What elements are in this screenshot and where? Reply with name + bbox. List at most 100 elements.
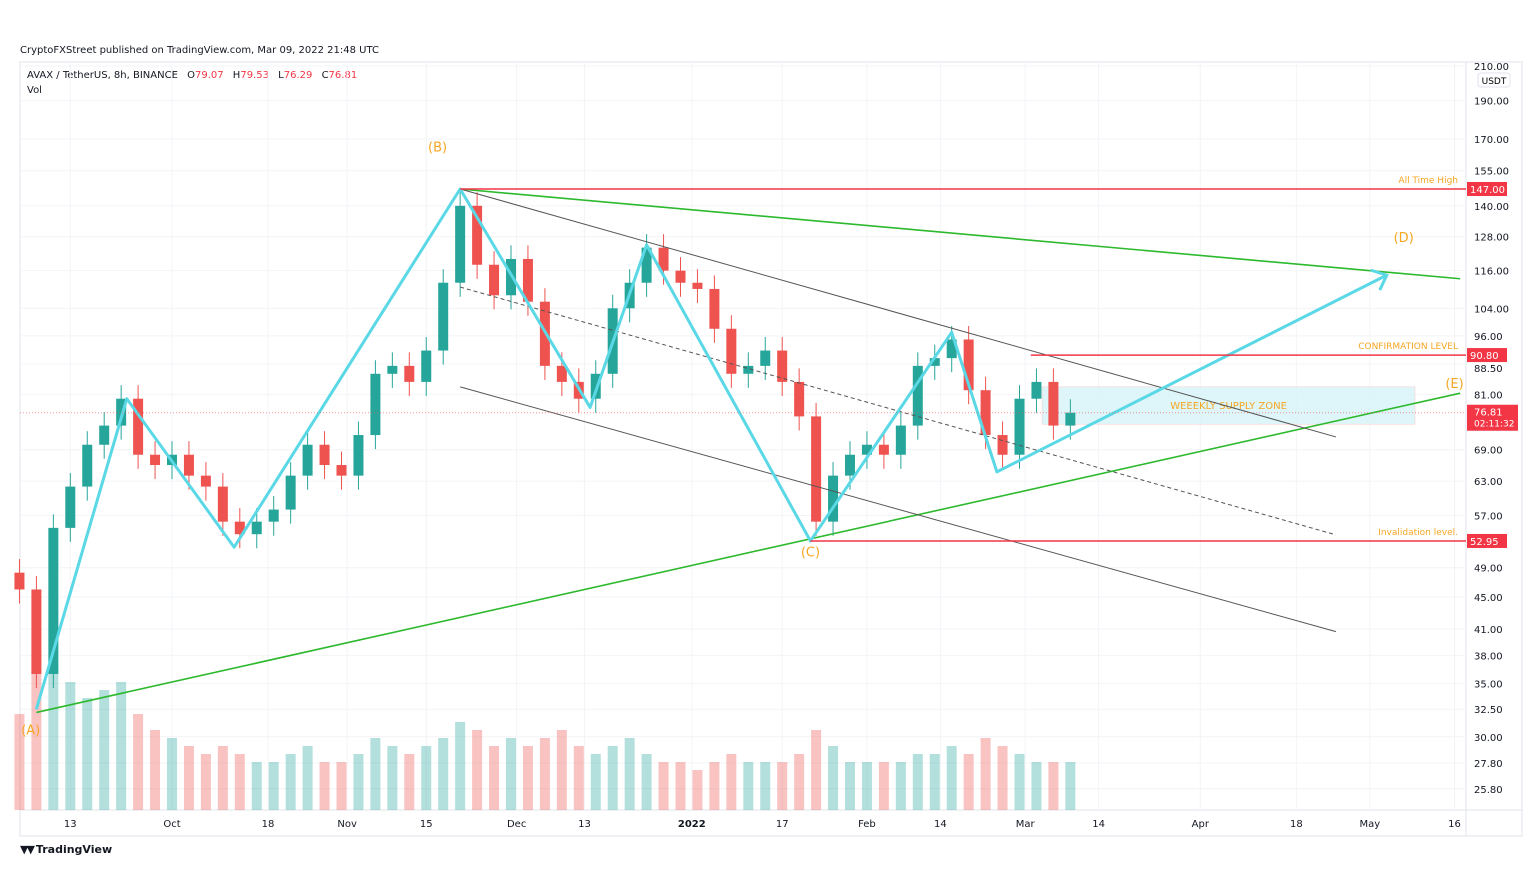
confirmation-level-tag xyxy=(1467,348,1507,363)
y-tick-label: 45.00 xyxy=(1474,593,1503,604)
volume-bar xyxy=(200,754,211,810)
volume-bar xyxy=(116,682,127,810)
triangle-lower-line xyxy=(36,392,1461,714)
volume-bar xyxy=(438,738,449,810)
volume-bar xyxy=(336,762,347,810)
volume-bar xyxy=(455,722,466,810)
x-tick-label: 15 xyxy=(420,819,433,830)
y-tick-label: 30.00 xyxy=(1474,733,1503,744)
candle xyxy=(200,475,211,487)
candle xyxy=(641,247,652,283)
elliott-wave-path xyxy=(34,187,1388,710)
candle xyxy=(234,521,245,535)
y-tick-label: 35.00 xyxy=(1474,680,1503,691)
x-tick-label: 18 xyxy=(262,819,275,830)
candle xyxy=(845,454,855,476)
open-value: 79.07 xyxy=(194,70,224,81)
y-tick-label: 128.00 xyxy=(1474,233,1509,244)
volume-bar xyxy=(811,730,822,810)
invalidation-level-tag-value: 52.95 xyxy=(1470,537,1499,548)
candle xyxy=(828,475,839,522)
volume-bar xyxy=(285,754,296,810)
x-tick-label: Mar xyxy=(1016,819,1036,830)
tradingview-logo[interactable]: ▼▼ TradingView xyxy=(20,843,112,856)
candle xyxy=(878,444,889,455)
volume-bar xyxy=(319,762,330,810)
candle xyxy=(455,205,466,283)
volume-bar xyxy=(506,738,516,810)
chart-frame xyxy=(19,61,1523,837)
volume-bar xyxy=(1031,762,1042,810)
x-tick-label: 17 xyxy=(776,819,789,830)
volume-bar xyxy=(1065,762,1076,810)
volume-bar xyxy=(963,754,974,810)
volume-bar xyxy=(828,746,839,810)
volume-bar xyxy=(692,770,703,810)
y-tick-label: 190.00 xyxy=(1474,97,1509,108)
candle xyxy=(421,350,432,382)
y-tick-label: 57.00 xyxy=(1474,512,1503,523)
volume-bar xyxy=(912,754,923,810)
invalidation-level-tag xyxy=(1467,533,1507,548)
volume-bar xyxy=(99,690,110,810)
volume-bar xyxy=(861,762,872,810)
candle xyxy=(912,365,923,426)
y-tick-label: 96.00 xyxy=(1474,332,1503,343)
symbol-title[interactable]: AVAX / TetherUS, 8h, BINANCE xyxy=(27,70,178,81)
volume-legend[interactable]: Vol xyxy=(27,85,42,96)
close-label: C xyxy=(321,70,329,81)
x-tick-label: May xyxy=(1359,819,1380,830)
x-tick-label: 2022 xyxy=(678,819,706,830)
x-tick-label: Dec xyxy=(507,819,526,830)
y-tick-label: 27.80 xyxy=(1474,759,1503,770)
candle xyxy=(116,398,127,426)
candle xyxy=(404,365,415,382)
x-tick-label: 18 xyxy=(1290,819,1303,830)
volume-bar xyxy=(48,666,59,810)
candle xyxy=(319,444,330,466)
candle xyxy=(1065,412,1076,426)
bar-countdown: 02:11:32 xyxy=(1474,420,1514,430)
x-tick-label: 16 xyxy=(1448,819,1461,830)
volume-bar xyxy=(607,746,618,810)
x-tick-label: 13 xyxy=(578,819,591,830)
candle xyxy=(14,572,25,590)
volume-bar xyxy=(556,730,567,810)
low-label: L xyxy=(278,70,284,81)
y-tick-label: 41.00 xyxy=(1474,625,1503,636)
volume-bar xyxy=(251,762,262,810)
candle xyxy=(794,381,805,417)
candle xyxy=(709,288,720,329)
x-tick-label: Feb xyxy=(858,819,876,830)
y-tick-label: 170.00 xyxy=(1474,135,1509,146)
currency-label[interactable]: USDT xyxy=(1482,77,1507,87)
high-label: H xyxy=(232,70,241,81)
candle xyxy=(336,465,347,476)
candle xyxy=(929,358,940,366)
y-tick-label: 25.80 xyxy=(1474,785,1503,796)
volume-bar xyxy=(929,754,940,810)
volume-bar xyxy=(302,746,313,810)
volume-bar xyxy=(1014,754,1025,810)
y-tick-label: 49.00 xyxy=(1474,564,1503,575)
y-tick-label: 32.50 xyxy=(1474,705,1503,716)
candle xyxy=(946,339,957,359)
volume-bar xyxy=(183,746,194,810)
y-tick-label: 69.00 xyxy=(1474,446,1503,457)
volume-bar xyxy=(353,754,364,810)
last-price-value: 76.81 xyxy=(1474,408,1503,419)
open-label: O xyxy=(187,70,195,81)
volume-bar xyxy=(641,754,652,810)
candle xyxy=(963,339,974,391)
symbol-legend: AVAX / TetherUS, 8h, BINANCE O79.07 H79.… xyxy=(27,68,357,98)
candle xyxy=(743,365,754,374)
x-tick-label: Oct xyxy=(163,819,180,830)
brand-name: TradingView xyxy=(35,843,113,856)
candle xyxy=(472,205,483,265)
candle xyxy=(777,350,788,382)
candle xyxy=(861,444,872,455)
volume-bar xyxy=(845,762,855,810)
candle xyxy=(133,398,144,455)
volume-bar xyxy=(658,762,669,810)
